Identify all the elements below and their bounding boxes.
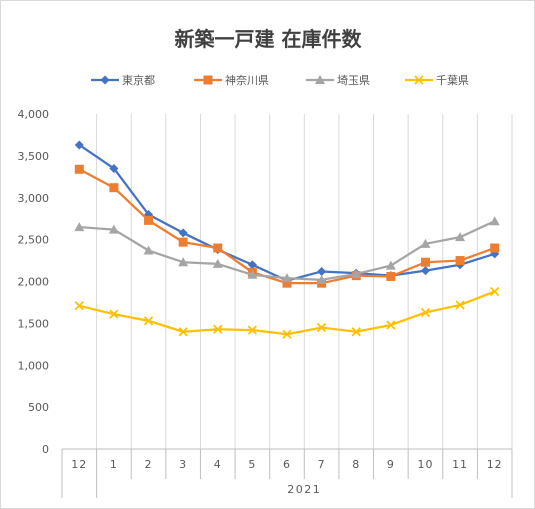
x-tick-label: 6 xyxy=(283,458,291,471)
legend-marker xyxy=(414,75,424,85)
series-3 xyxy=(74,216,500,284)
data-point xyxy=(213,243,223,253)
data-point xyxy=(420,238,431,248)
data-point xyxy=(351,327,361,337)
legend-marker xyxy=(100,75,110,85)
data-point xyxy=(386,320,396,330)
data-point xyxy=(386,271,396,281)
legend-item: 千葉県 xyxy=(405,73,469,87)
y-tick-label: 500 xyxy=(28,401,49,414)
legend-label: 神奈川県 xyxy=(225,73,269,87)
data-point xyxy=(316,322,327,333)
data-point xyxy=(247,260,257,270)
data-point xyxy=(247,269,258,279)
x-tick-label: 11 xyxy=(452,458,468,471)
data-point xyxy=(282,329,292,339)
data-point xyxy=(109,163,119,173)
data-point xyxy=(143,316,154,326)
x-tick-label: 9 xyxy=(387,458,395,471)
data-point xyxy=(489,216,500,226)
data-point xyxy=(143,245,154,255)
data-point xyxy=(316,274,327,284)
data-point xyxy=(385,260,396,270)
data-point xyxy=(351,268,362,278)
legend-item: 東京都 xyxy=(91,73,155,87)
data-point xyxy=(317,266,327,276)
data-point xyxy=(213,324,223,334)
legend-item: 埼玉県 xyxy=(306,73,370,87)
data-point xyxy=(282,273,292,283)
data-point xyxy=(74,164,84,174)
data-point xyxy=(490,243,500,253)
data-point xyxy=(74,222,85,232)
x-tick-label: 12 xyxy=(71,458,87,471)
data-point xyxy=(178,327,188,337)
y-tick-label: 1,500 xyxy=(18,317,50,330)
data-point xyxy=(455,256,465,266)
x-group-label: 2021 xyxy=(287,483,321,496)
x-tick-label: 3 xyxy=(179,458,187,471)
data-point xyxy=(490,286,500,297)
y-tick-label: 2,500 xyxy=(18,234,50,247)
y-tick-label: 3,000 xyxy=(18,192,50,205)
data-point xyxy=(74,301,84,311)
x-tick-label: 5 xyxy=(248,458,256,471)
data-point xyxy=(109,309,119,319)
x-tick-label: 4 xyxy=(214,458,222,471)
data-point xyxy=(455,232,466,242)
data-point xyxy=(108,224,119,234)
data-point xyxy=(420,257,430,267)
data-point xyxy=(109,183,119,193)
data-point xyxy=(178,237,188,247)
series-1 xyxy=(74,140,500,286)
legend-label: 埼玉県 xyxy=(337,73,370,87)
axes: 12 1 2 3 4 5 6 7 8 9 10 11 12202105001,0001,5002,000… xyxy=(18,108,513,498)
data-point xyxy=(74,140,84,150)
data-point xyxy=(420,266,430,276)
series-4 xyxy=(74,286,500,339)
y-tick-label: 4,000 xyxy=(18,108,50,121)
y-tick-label: 3,500 xyxy=(18,150,50,163)
legend-marker xyxy=(203,75,213,85)
data-point xyxy=(282,278,292,288)
legend-label: 東京都 xyxy=(122,73,155,87)
legend-marker xyxy=(315,75,325,84)
series-line xyxy=(79,290,496,336)
series-line xyxy=(78,168,496,285)
y-tick-label: 2,000 xyxy=(18,276,50,289)
legend-label: 千葉県 xyxy=(436,73,469,87)
x-tick-label: 12 xyxy=(487,458,503,471)
x-tick-label: 8 xyxy=(352,458,360,471)
data-point xyxy=(420,307,431,318)
data-point xyxy=(212,258,223,268)
series-line xyxy=(79,220,496,281)
legend-item: 神奈川県 xyxy=(194,73,269,87)
y-tick-label: 1,000 xyxy=(18,359,50,372)
grid xyxy=(96,114,513,449)
x-tick-label: 2 xyxy=(145,458,153,471)
y-tick-label: 0 xyxy=(42,443,49,456)
data-point xyxy=(144,215,154,225)
chart-title: 新築一戸建 在庫件数 xyxy=(175,27,363,51)
data-point xyxy=(178,228,188,238)
series-layer xyxy=(74,140,500,339)
x-tick-label: 7 xyxy=(318,458,326,471)
x-tick-label: 1 xyxy=(110,458,118,471)
legend: 東京都 神奈川県 埼玉県 千葉県 xyxy=(91,73,469,87)
data-point xyxy=(178,257,189,267)
data-point xyxy=(247,325,258,335)
data-point xyxy=(455,300,465,310)
x-tick-label: 10 xyxy=(417,458,433,471)
